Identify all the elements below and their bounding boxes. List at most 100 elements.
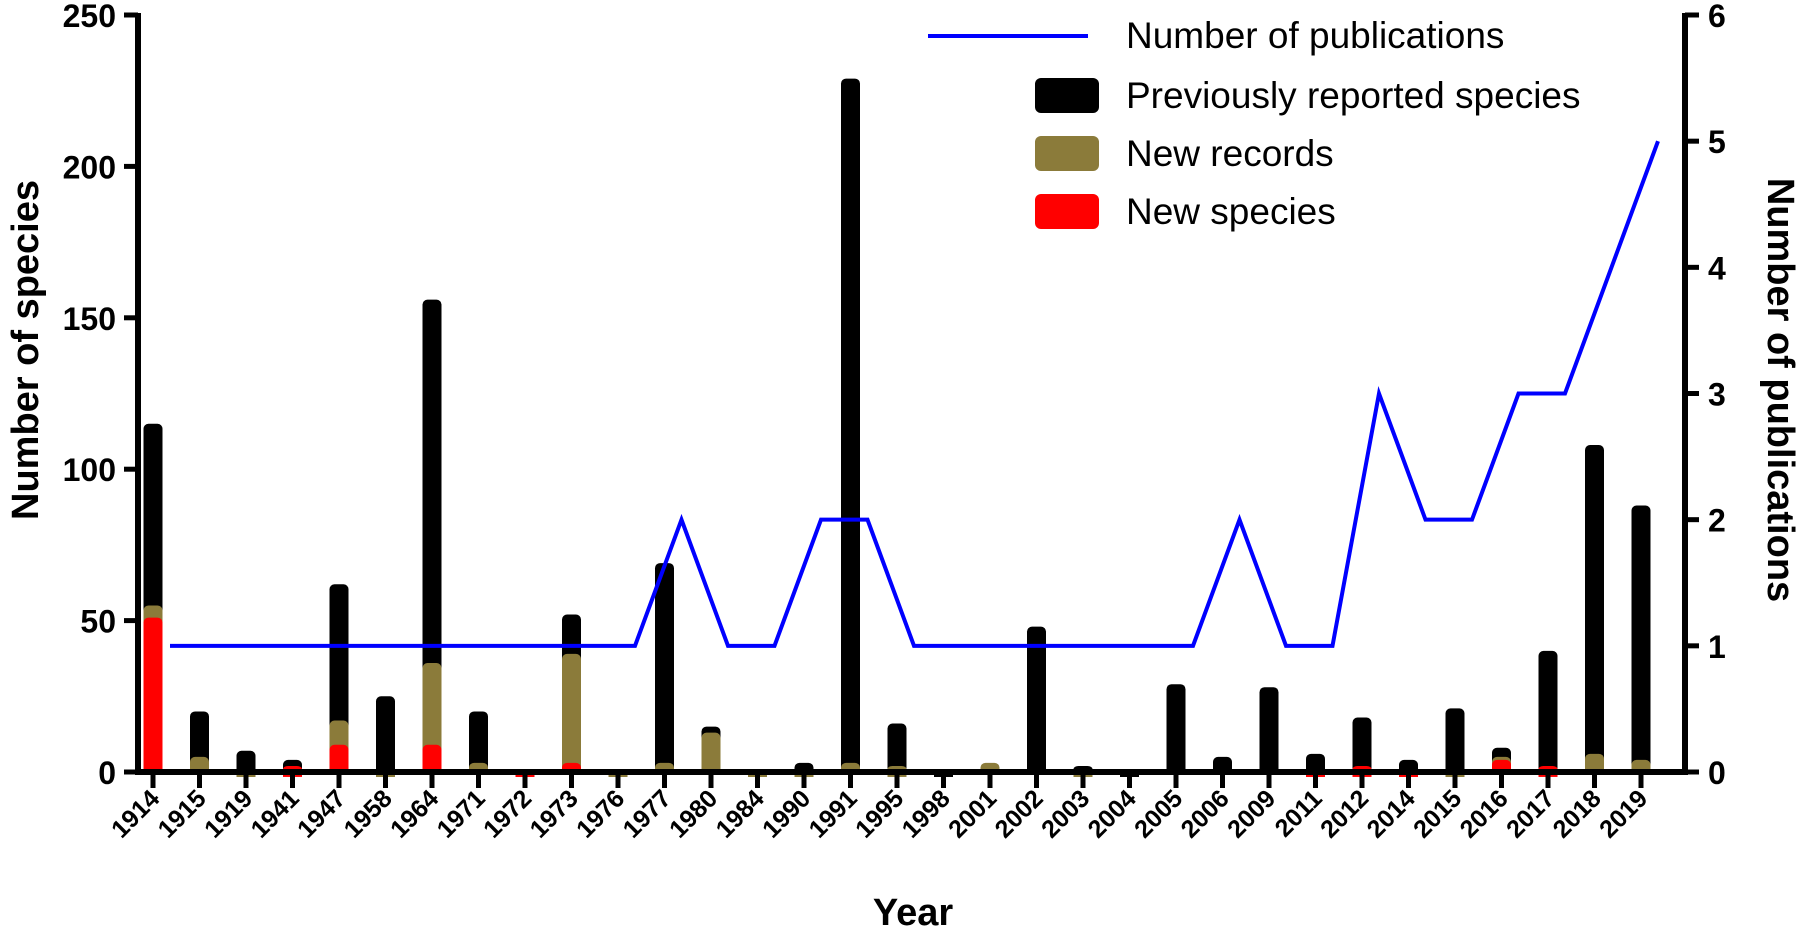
x-tick-label: 2011	[1270, 784, 1328, 842]
y-tick-label: 150	[63, 301, 116, 337]
x-tick-label: 1915	[153, 784, 212, 843]
x-tick-label: 1990	[757, 784, 816, 843]
bar-stack-1980	[701, 726, 721, 772]
bar-segment	[562, 653, 581, 772]
x-tick-label: 2012	[1315, 784, 1374, 843]
bar-segment	[1585, 444, 1604, 772]
y2-tick-label: 5	[1708, 124, 1726, 160]
x-tick-label: 1914	[106, 784, 165, 843]
x-ticks: 1914191519191941194719581964197119721973…	[106, 772, 1653, 844]
x-tick-label: 1941	[246, 784, 305, 843]
bar-stack-1914	[143, 423, 163, 772]
bar-stack-2018	[1585, 444, 1604, 772]
bar-segment	[655, 563, 674, 772]
stacked-bars	[143, 78, 1651, 777]
bar-stack-2015	[1445, 708, 1465, 777]
bar-stack-1964	[422, 299, 442, 772]
x-tick-label: 2014	[1362, 784, 1421, 843]
x-tick-label: 1971	[432, 784, 491, 843]
x-tick-label: 2009	[1222, 784, 1281, 843]
bar-stack-1947	[329, 584, 349, 772]
bar-segment	[1631, 505, 1651, 772]
x-tick-label: 1972	[478, 784, 537, 843]
bar-stack-2009	[1259, 687, 1279, 772]
legend-item-new-species: New species	[1035, 191, 1336, 232]
bar-segment	[1166, 684, 1186, 772]
x-tick-label: 1980	[664, 784, 723, 843]
y2-tick-label: 6	[1708, 0, 1726, 34]
legend-label: New species	[1126, 191, 1336, 232]
legend-box-swatch	[1035, 194, 1099, 229]
y-tick-label: 0	[98, 755, 116, 791]
x-tick-label: 1947	[292, 784, 351, 843]
x-tick-label: 2019	[1594, 784, 1653, 843]
x-tick-label: 2003	[1036, 784, 1095, 843]
bar-segment	[1259, 687, 1279, 772]
x-tick-label: 1958	[339, 784, 398, 843]
y-tick-label: 50	[80, 604, 116, 640]
legend-item-new-records: New records	[1035, 133, 1334, 174]
y-tick-label: 100	[63, 452, 116, 488]
bar-segment	[422, 662, 442, 772]
y2-tick-label: 3	[1708, 377, 1726, 413]
legend-item-previously-reported: Previously reported species	[1035, 75, 1581, 116]
bar-segment	[1352, 717, 1372, 772]
legend-label: Previously reported species	[1126, 75, 1581, 116]
x-tick-label: 2017	[1501, 784, 1560, 843]
x-tick-label: 1973	[525, 784, 584, 843]
y2-tick-label: 2	[1708, 503, 1726, 539]
bar-segment	[841, 78, 860, 772]
bar-stack-2019	[1631, 505, 1651, 772]
bar-segment	[1027, 626, 1046, 772]
bar-stack-2005	[1166, 684, 1186, 772]
publications-line	[170, 140, 1660, 648]
x-tick-label: 1976	[571, 784, 630, 843]
bar-segment	[190, 711, 209, 772]
axes	[135, 13, 1688, 775]
y-tick-label: 250	[63, 0, 116, 34]
x-tick-label: 1995	[850, 784, 909, 843]
x-tick-label: 2015	[1408, 784, 1467, 843]
x-tick-label: 2006	[1176, 784, 1235, 843]
x-tick-label: 2002	[990, 784, 1049, 843]
bar-stack-2016	[1492, 747, 1511, 772]
bar-segment	[376, 696, 395, 772]
bar-stack-1971	[469, 711, 488, 774]
x-tick-label: 1964	[385, 784, 444, 843]
bar-stack-2012	[1352, 717, 1372, 777]
bar-stack-1915	[190, 711, 209, 772]
bar-stack-1958	[376, 696, 395, 777]
x-tick-label: 1919	[199, 784, 258, 843]
bar-stack-1973	[562, 614, 581, 774]
y2-axis-title: Number of publications	[1759, 178, 1800, 602]
bar-stack-1977	[655, 563, 674, 774]
legend-label: Number of publications	[1126, 15, 1504, 56]
bar-stack-1995	[887, 723, 907, 777]
legend-item-publications: Number of publications	[928, 15, 1504, 56]
bar-segment	[1445, 708, 1465, 772]
y-axis-title: Number of species	[5, 180, 47, 520]
bar-segment	[469, 711, 488, 772]
bar-stack-2002	[1027, 626, 1046, 772]
y2-tick-label: 4	[1708, 250, 1726, 286]
bar-segment	[887, 723, 907, 772]
x-axis-title: Year	[873, 892, 954, 928]
y-tick-label: 200	[63, 149, 116, 185]
x-tick-label: 1984	[711, 784, 770, 843]
legend-box-swatch	[1035, 136, 1099, 171]
x-tick-label: 2005	[1129, 784, 1188, 843]
y2-tick-label: 1	[1708, 629, 1726, 665]
x-tick-label: 2001	[943, 784, 1002, 843]
y2-tick-label: 0	[1708, 755, 1726, 791]
bar-stack-1991	[841, 78, 860, 774]
legend: Number of publications Previously report…	[928, 15, 1581, 232]
bar-segment	[422, 744, 442, 772]
right-y-ticks: 0 1 2 3 4 5 6	[1685, 0, 1726, 791]
bar-segment	[329, 744, 349, 772]
left-y-ticks: 0 50 100 150 200 250	[63, 0, 138, 791]
x-tick-label: 2004	[1083, 784, 1142, 843]
publications-polyline	[170, 140, 1660, 648]
x-tick-label: 2016	[1455, 784, 1514, 843]
bar-segment	[422, 299, 442, 772]
